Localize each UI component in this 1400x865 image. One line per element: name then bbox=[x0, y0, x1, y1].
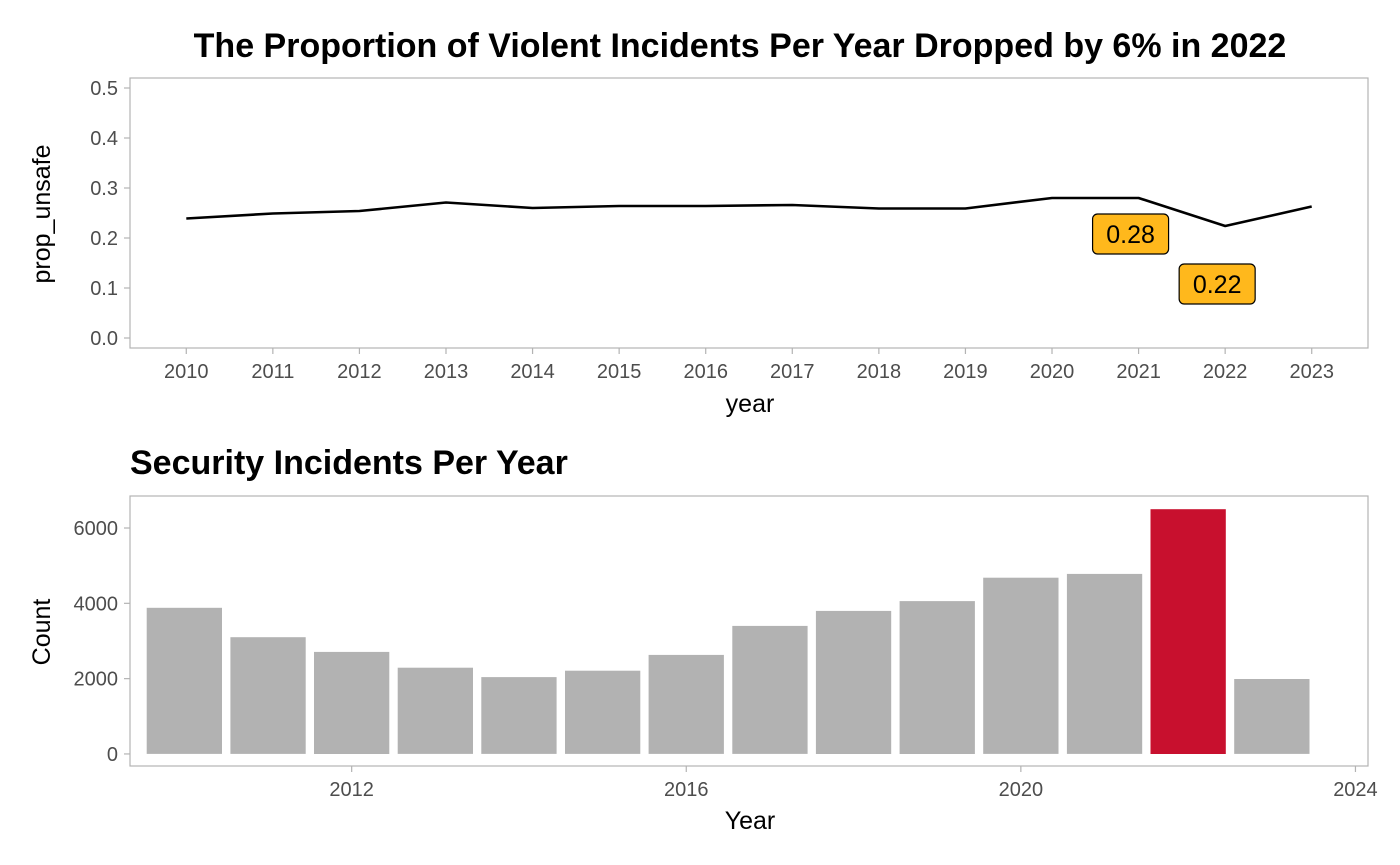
bar-2015 bbox=[565, 670, 641, 754]
bar-2016 bbox=[648, 654, 724, 754]
bar-chart-y-axis-title: Count bbox=[28, 599, 56, 666]
value-label-2022: 0.22 bbox=[1178, 263, 1256, 305]
line-chart-y-tick-label: 0.4 bbox=[90, 128, 118, 150]
line-chart-x-tick-label: 2022 bbox=[1203, 361, 1248, 383]
line-chart-y-tick-label: 0.5 bbox=[90, 78, 118, 100]
value-label-text: 0.22 bbox=[1193, 271, 1242, 299]
bar-chart-x-tick-label: 2024 bbox=[1333, 779, 1378, 801]
line-chart-x-tick-label: 2017 bbox=[770, 361, 815, 383]
bar-chart-panel bbox=[129, 495, 1369, 767]
line-chart-x-tick-label: 2013 bbox=[424, 361, 469, 383]
line-chart-x-tick-label: 2015 bbox=[597, 361, 642, 383]
line-chart-y-tick-label: 0.2 bbox=[90, 228, 118, 250]
line-chart-y-tick-label: 0.1 bbox=[90, 278, 118, 300]
bar-chart-bars bbox=[146, 509, 1310, 754]
line-chart-y-tick-label: 0.3 bbox=[90, 178, 118, 200]
line-chart-panel bbox=[129, 77, 1369, 349]
bar-2021 bbox=[1066, 573, 1143, 754]
value-label-box bbox=[1178, 263, 1256, 305]
line-chart-y-tick-label: 0.0 bbox=[90, 328, 118, 350]
line-chart-x-tick-label: 2023 bbox=[1289, 361, 1334, 383]
bar-chart-x-axis-title: Year bbox=[725, 807, 776, 835]
bar-chart-y-tick-label: 2000 bbox=[74, 669, 119, 691]
bar-chart-y-tick-label: 0 bbox=[107, 744, 118, 766]
bar-chart-x-tick-label: 2016 bbox=[664, 779, 709, 801]
bar-chart-title: Security Incidents Per Year bbox=[130, 444, 568, 482]
bar-2014 bbox=[481, 677, 557, 754]
line-chart-x-tick-label: 2021 bbox=[1116, 361, 1161, 383]
bar-2012 bbox=[314, 651, 390, 754]
bar-2011 bbox=[230, 637, 306, 754]
bar-2023 bbox=[1234, 679, 1310, 754]
line-chart-y-axis-title: prop_unsafe bbox=[28, 144, 56, 283]
bar-2020 bbox=[983, 577, 1059, 754]
bar-chart-y-tick-label: 4000 bbox=[74, 593, 119, 615]
bar-2022 bbox=[1150, 509, 1226, 754]
bar-2013 bbox=[397, 667, 473, 754]
bar-chart-x-tick-label: 2012 bbox=[329, 779, 374, 801]
line-chart-x-tick-label: 2019 bbox=[943, 361, 988, 383]
line-series-prop-unsafe bbox=[186, 196, 1312, 228]
line-chart-x-tick-label: 2012 bbox=[337, 361, 382, 383]
bar-chart-x-tick-label: 2020 bbox=[999, 779, 1044, 801]
line-chart-title: The Proportion of Violent Incidents Per … bbox=[194, 27, 1287, 65]
line-chart-x-tick-label: 2018 bbox=[857, 361, 902, 383]
line-chart-x-tick-label: 2010 bbox=[164, 361, 209, 383]
line-chart-x-tick-label: 2011 bbox=[251, 361, 294, 383]
value-label-box bbox=[1091, 213, 1170, 255]
line-chart-y-ticks: 0.0 0.1 0.2 0.3 0.4 0.5 bbox=[90, 78, 130, 350]
line-chart-x-tick-label: 2016 bbox=[683, 361, 728, 383]
bar-chart-x-ticks: 2012 2016 2020 2024 bbox=[329, 766, 1378, 801]
line-chart-value-labels: 0.28 0.22 bbox=[1091, 213, 1256, 305]
bar-2019 bbox=[899, 601, 975, 754]
value-label-2021: 0.28 bbox=[1091, 213, 1170, 255]
line-chart-x-axis-title: year bbox=[726, 390, 775, 418]
bar-2018 bbox=[815, 610, 892, 754]
line-chart-x-ticks: 2010 2011 2012 2013 2014 2015 2016 2017 2018 2019… bbox=[164, 348, 1334, 383]
value-label-text: 0.28 bbox=[1106, 221, 1155, 249]
line-chart-x-tick-label: 2020 bbox=[1030, 361, 1075, 383]
bar-chart-y-ticks: 0 2000 4000 6000 bbox=[74, 518, 130, 766]
bar-chart-y-tick-label: 6000 bbox=[74, 518, 119, 540]
line-chart-x-tick-label: 2014 bbox=[510, 361, 555, 383]
bar-2017 bbox=[732, 625, 808, 754]
bar-2010 bbox=[146, 607, 222, 754]
